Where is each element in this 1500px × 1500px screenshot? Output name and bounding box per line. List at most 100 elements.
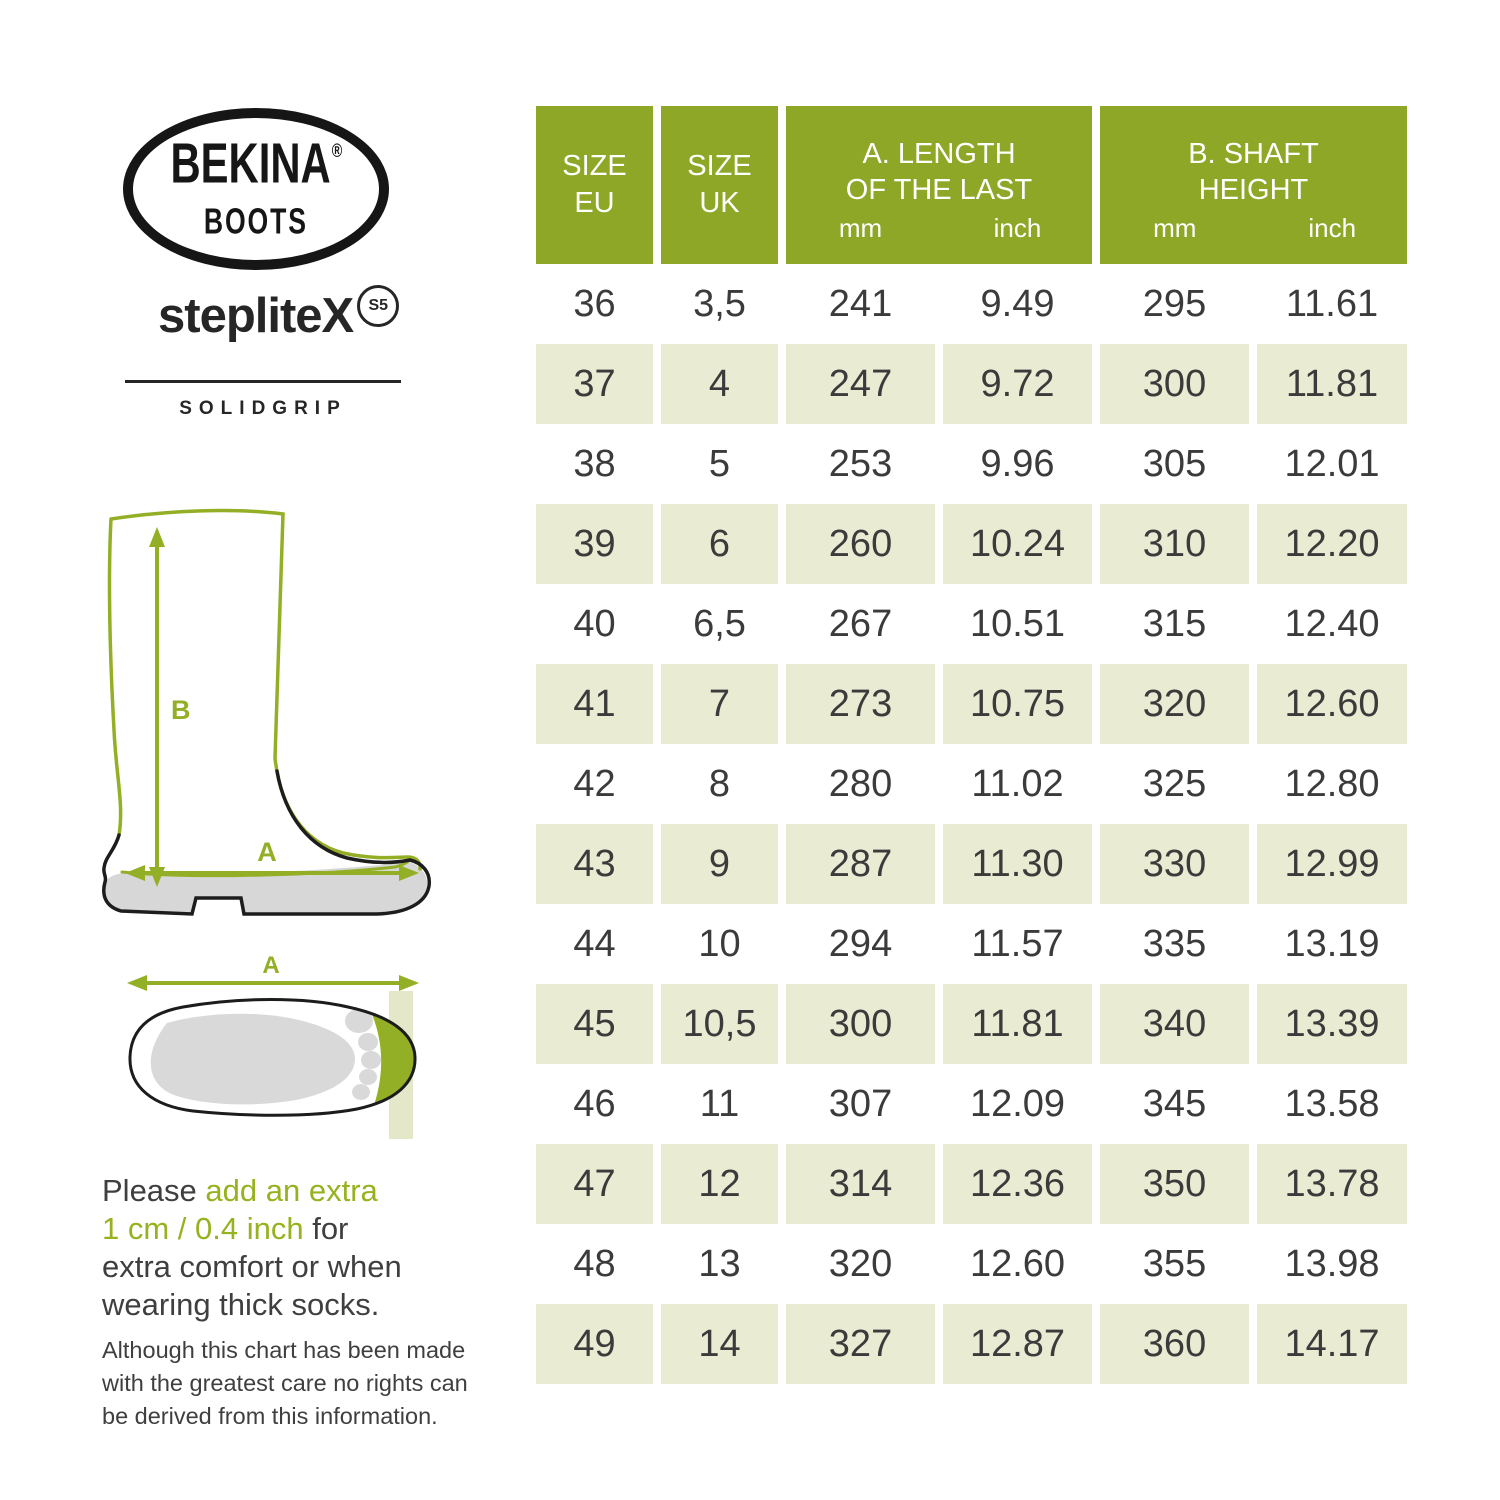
header-length-title: A. LENGTH OF THE LAST [786,136,1092,208]
size-cell: 11.30 [943,824,1092,904]
header-shaft-title-line2: HEIGHT [1198,174,1309,206]
size-cell: 11 [699,1082,740,1125]
header-size-eu-line1: SIZE [562,150,627,182]
header-shaft-units: mm inch [1100,213,1407,244]
header-size-uk-line1: SIZE [687,150,752,182]
size-cell: 44 [573,922,616,965]
header-size-eu-line2: EU [574,187,615,219]
note-text: extra comfort or when [102,1249,402,1284]
disclaimer-line: be derived from this information. [102,1403,438,1429]
size-cell: 12.01 [1284,442,1380,485]
size-cell: 46 [573,1082,616,1125]
size-cell: 12.09 [969,1082,1066,1125]
header-shaft-title: B. SHAFT HEIGHT [1100,136,1407,208]
size-cell: 12.20 [1257,504,1407,584]
size-cell: 3,5 [693,282,746,325]
product-title: stepliteX [158,289,354,343]
unit-inch: inch [1308,213,1357,243]
size-cell: 42 [573,762,616,805]
size-cell: 12.80 [1284,762,1380,805]
note-text: wearing thick socks. [102,1287,380,1322]
disclaimer-line: Although this chart has been made [102,1337,466,1363]
boot-label-b: B [171,695,191,725]
size-cell: 10.51 [969,602,1066,645]
size-cell: 325 [1142,762,1207,805]
foot-label-a: A [262,953,279,979]
size-cell: 9.72 [943,344,1092,424]
size-cell: 300 [1100,344,1249,424]
size-cell: 241 [828,282,893,325]
insole-outline [128,998,417,1117]
boot-diagram: B A [102,508,431,916]
size-cell: 8 [708,762,731,805]
size-cell: 12 [661,1144,778,1224]
size-cell: 12.40 [1284,602,1380,645]
size-cell: 315 [1142,602,1207,645]
size-cell: 9 [661,824,778,904]
header-shaft-title-line1: B. SHAFT [1188,138,1319,170]
size-cell: 37 [536,344,653,424]
disclaimer: Although this chart has been made with th… [102,1334,542,1433]
sizing-note: Please add an extra 1 cm / 0.4 inch for ex… [102,1172,532,1324]
measure-arrow-a-foot [127,975,419,991]
size-cell: 14.17 [1257,1304,1407,1384]
size-cell: 45 [536,984,653,1064]
size-cell: 39 [536,504,653,584]
brand-name-line: BEKINA® [171,135,343,202]
size-cell: 7 [661,664,778,744]
size-cell: 48 [573,1242,616,1285]
size-cell: 320 [828,1242,893,1285]
size-cell: 345 [1142,1082,1207,1125]
size-cell: 267 [828,602,893,645]
size-cell: 41 [536,664,653,744]
note-line: wearing thick socks. [102,1286,532,1324]
safety-class-badge: S5 [357,285,400,327]
size-cell: 12.36 [943,1144,1092,1224]
bekina-logo: BEKINA® BOOTS [123,108,389,270]
size-cell: 14 [661,1304,778,1384]
product-grip: SOLIDGRIP [179,398,347,419]
measure-arrow-a [125,865,419,881]
header-size-eu: SIZE EU [536,106,653,264]
note-line: 1 cm / 0.4 inch for [102,1210,532,1248]
header-length-of-last: A. LENGTH OF THE LAST mm inch [786,106,1092,264]
footprint-gray [150,1009,381,1105]
product-name: stepliteX S5 [158,285,400,349]
size-cell: 10.75 [943,664,1092,744]
unit-inch: inch [993,213,1042,243]
size-cell: 295 [1142,282,1207,325]
size-cell: 38 [573,442,616,485]
size-cell: 13.58 [1284,1082,1380,1125]
size-cell: 330 [1100,824,1249,904]
size-cell: 260 [786,504,935,584]
size-cell: 11.81 [1257,344,1407,424]
size-cell: 280 [828,762,893,805]
unit-mm: mm [1153,213,1197,243]
size-cell: 43 [536,824,653,904]
size-cell: 10 [698,922,741,965]
size-cell: 314 [786,1144,935,1224]
size-cell: 6,5 [693,602,746,645]
size-cell: 273 [786,664,935,744]
size-cell: 10,5 [661,984,778,1064]
size-cell: 4 [661,344,778,424]
unit-mm: mm [838,213,883,243]
size-cell: 307 [828,1082,893,1125]
note-line: extra comfort or when [102,1248,532,1286]
note-text: for [303,1211,349,1246]
size-cell: 5 [708,442,731,485]
size-cell: 335 [1142,922,1207,965]
footprint-diagram: A [127,953,419,1139]
size-table: SIZE EU SIZE UK A. LENGTH OF THE LAST mm… [536,106,1407,1384]
size-cell: 305 [1142,442,1207,485]
boot-label-a: A [257,837,277,867]
size-cell: 9.49 [980,282,1055,325]
size-cell: 355 [1142,1242,1207,1285]
size-cell: 12.60 [1257,664,1407,744]
header-size-uk-line2: UK [699,187,740,219]
size-cell: 11.57 [971,922,1064,965]
header-size-uk: SIZE UK [661,106,778,264]
note-line: Please add an extra [102,1172,532,1210]
size-cell: 327 [786,1304,935,1384]
divider [125,380,401,383]
